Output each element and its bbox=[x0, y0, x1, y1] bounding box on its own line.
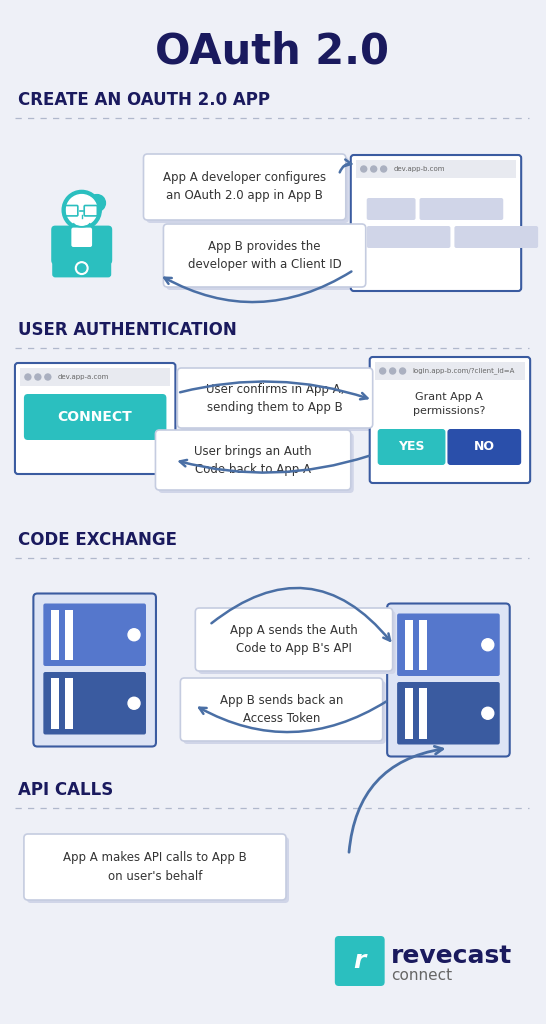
FancyBboxPatch shape bbox=[375, 362, 525, 380]
FancyBboxPatch shape bbox=[195, 608, 393, 671]
Text: login.app-b.com/?client_id=A: login.app-b.com/?client_id=A bbox=[413, 368, 515, 375]
FancyBboxPatch shape bbox=[27, 837, 289, 903]
Circle shape bbox=[128, 697, 140, 710]
FancyBboxPatch shape bbox=[72, 227, 92, 247]
FancyArrowPatch shape bbox=[199, 701, 386, 732]
Circle shape bbox=[67, 195, 97, 225]
Circle shape bbox=[35, 374, 41, 380]
FancyBboxPatch shape bbox=[66, 678, 73, 728]
Text: App A developer configures
an OAuth 2.0 app in App B: App A developer configures an OAuth 2.0 … bbox=[163, 171, 326, 203]
FancyBboxPatch shape bbox=[447, 429, 521, 465]
Circle shape bbox=[361, 166, 367, 172]
FancyArrowPatch shape bbox=[211, 588, 390, 641]
FancyBboxPatch shape bbox=[454, 226, 538, 248]
FancyBboxPatch shape bbox=[180, 678, 383, 741]
FancyBboxPatch shape bbox=[33, 594, 156, 746]
Text: r: r bbox=[354, 949, 366, 973]
Text: App B sends back an
Access Token: App B sends back an Access Token bbox=[220, 694, 343, 725]
Text: YES: YES bbox=[399, 440, 425, 454]
Circle shape bbox=[390, 368, 396, 374]
FancyBboxPatch shape bbox=[24, 834, 286, 900]
FancyBboxPatch shape bbox=[43, 672, 146, 734]
Circle shape bbox=[62, 190, 101, 229]
Circle shape bbox=[379, 368, 385, 374]
FancyArrowPatch shape bbox=[180, 382, 367, 399]
FancyArrowPatch shape bbox=[164, 271, 352, 302]
FancyBboxPatch shape bbox=[370, 357, 530, 483]
FancyBboxPatch shape bbox=[397, 682, 500, 744]
Text: connect: connect bbox=[390, 969, 452, 983]
FancyBboxPatch shape bbox=[419, 688, 427, 738]
Circle shape bbox=[45, 374, 51, 380]
FancyBboxPatch shape bbox=[51, 678, 60, 728]
FancyBboxPatch shape bbox=[146, 157, 349, 223]
Circle shape bbox=[78, 264, 86, 272]
FancyBboxPatch shape bbox=[158, 433, 354, 493]
Text: CREATE AN OAUTH 2.0 APP: CREATE AN OAUTH 2.0 APP bbox=[18, 91, 270, 109]
Text: App A sends the Auth
Code to App B's API: App A sends the Auth Code to App B's API bbox=[230, 624, 358, 655]
FancyBboxPatch shape bbox=[405, 688, 413, 738]
FancyBboxPatch shape bbox=[51, 609, 60, 660]
FancyBboxPatch shape bbox=[20, 368, 170, 386]
Text: NO: NO bbox=[474, 440, 495, 454]
FancyBboxPatch shape bbox=[387, 603, 510, 757]
FancyBboxPatch shape bbox=[144, 154, 346, 220]
Text: User confirms in App A,
sending them to App B: User confirms in App A, sending them to … bbox=[206, 383, 344, 414]
FancyBboxPatch shape bbox=[180, 371, 376, 431]
FancyBboxPatch shape bbox=[66, 609, 73, 660]
Circle shape bbox=[88, 195, 105, 211]
FancyBboxPatch shape bbox=[15, 362, 175, 474]
Circle shape bbox=[482, 708, 494, 719]
Circle shape bbox=[381, 166, 387, 172]
Text: OAuth 2.0: OAuth 2.0 bbox=[155, 31, 389, 73]
FancyBboxPatch shape bbox=[24, 394, 167, 440]
FancyBboxPatch shape bbox=[335, 936, 384, 986]
FancyBboxPatch shape bbox=[405, 620, 413, 670]
FancyBboxPatch shape bbox=[351, 155, 521, 291]
FancyBboxPatch shape bbox=[156, 430, 351, 490]
Text: revecast: revecast bbox=[390, 944, 512, 968]
Text: Grant App A
permissions?: Grant App A permissions? bbox=[413, 392, 485, 416]
Circle shape bbox=[400, 368, 406, 374]
FancyBboxPatch shape bbox=[397, 613, 500, 676]
FancyBboxPatch shape bbox=[43, 603, 146, 666]
FancyBboxPatch shape bbox=[419, 620, 427, 670]
FancyBboxPatch shape bbox=[356, 160, 516, 178]
FancyBboxPatch shape bbox=[163, 224, 366, 287]
Text: CODE EXCHANGE: CODE EXCHANGE bbox=[18, 531, 177, 549]
FancyBboxPatch shape bbox=[198, 611, 396, 674]
Circle shape bbox=[25, 374, 31, 380]
FancyBboxPatch shape bbox=[367, 198, 416, 220]
FancyBboxPatch shape bbox=[367, 226, 450, 248]
Circle shape bbox=[75, 262, 88, 274]
Text: App B provides the
developer with a Client ID: App B provides the developer with a Clie… bbox=[188, 240, 341, 271]
Circle shape bbox=[128, 629, 140, 641]
Text: dev.app-b.com: dev.app-b.com bbox=[394, 166, 445, 172]
FancyBboxPatch shape bbox=[419, 198, 503, 220]
Circle shape bbox=[482, 639, 494, 650]
Text: USER AUTHENTICATION: USER AUTHENTICATION bbox=[18, 321, 236, 339]
Text: dev.app-a.com: dev.app-a.com bbox=[58, 374, 109, 380]
FancyBboxPatch shape bbox=[183, 681, 385, 744]
FancyBboxPatch shape bbox=[52, 259, 111, 278]
Text: CONNECT: CONNECT bbox=[57, 410, 132, 424]
Text: User brings an Auth
Code back to App A: User brings an Auth Code back to App A bbox=[194, 444, 312, 475]
FancyBboxPatch shape bbox=[177, 368, 373, 428]
FancyArrowPatch shape bbox=[349, 746, 443, 852]
Text: API CALLS: API CALLS bbox=[18, 781, 113, 799]
FancyBboxPatch shape bbox=[167, 227, 369, 290]
Circle shape bbox=[371, 166, 377, 172]
FancyArrowPatch shape bbox=[340, 160, 351, 172]
FancyBboxPatch shape bbox=[378, 429, 446, 465]
Text: App A makes API calls to App B
on user's behalf: App A makes API calls to App B on user's… bbox=[63, 852, 247, 883]
FancyBboxPatch shape bbox=[51, 225, 112, 264]
FancyArrowPatch shape bbox=[180, 456, 369, 473]
